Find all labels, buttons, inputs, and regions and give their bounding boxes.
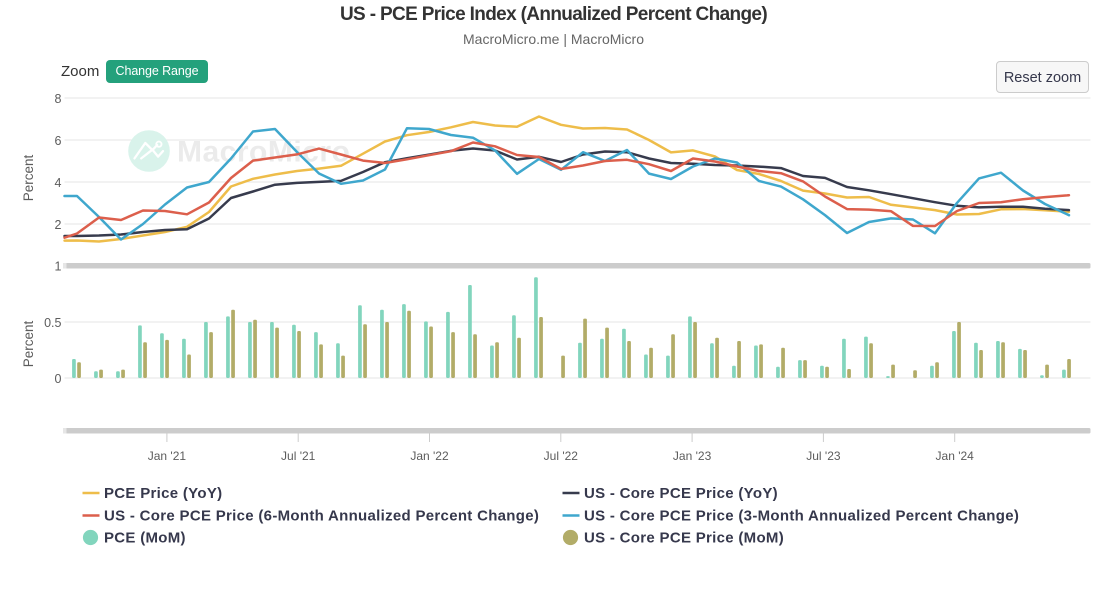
- svg-text:Jul '21: Jul '21: [281, 449, 316, 463]
- svg-text:US - Core PCE Price (YoY): US - Core PCE Price (YoY): [584, 485, 778, 502]
- svg-text:Jan '21: Jan '21: [148, 449, 187, 463]
- svg-text:Jul '22: Jul '22: [544, 449, 579, 463]
- svg-text:Percent: Percent: [21, 320, 36, 367]
- svg-text:2: 2: [55, 218, 62, 232]
- svg-text:Jul '23: Jul '23: [806, 449, 841, 463]
- svg-text:0: 0: [55, 372, 62, 386]
- svg-text:8: 8: [55, 92, 62, 106]
- svg-text:0.5: 0.5: [44, 316, 61, 330]
- svg-text:PCE (MoM): PCE (MoM): [104, 530, 186, 547]
- svg-text:Jan '24: Jan '24: [936, 449, 975, 463]
- svg-text:US - Core PCE Price (3-Month A: US - Core PCE Price (3-Month Annualized …: [584, 508, 1019, 525]
- svg-text:Jan '23: Jan '23: [673, 449, 712, 463]
- svg-text:4: 4: [55, 176, 62, 190]
- svg-text:US - Core PCE Price (MoM): US - Core PCE Price (MoM): [584, 530, 784, 547]
- svg-text:MacroMicro: MacroMicro: [177, 136, 350, 169]
- svg-text:Jan '22: Jan '22: [410, 449, 449, 463]
- svg-text:6: 6: [55, 134, 62, 148]
- svg-text:PCE Price (YoY): PCE Price (YoY): [104, 485, 222, 502]
- svg-text:US - Core PCE Price (6-Month A: US - Core PCE Price (6-Month Annualized …: [104, 508, 539, 525]
- svg-text:Percent: Percent: [21, 154, 36, 201]
- svg-text:1: 1: [55, 260, 62, 274]
